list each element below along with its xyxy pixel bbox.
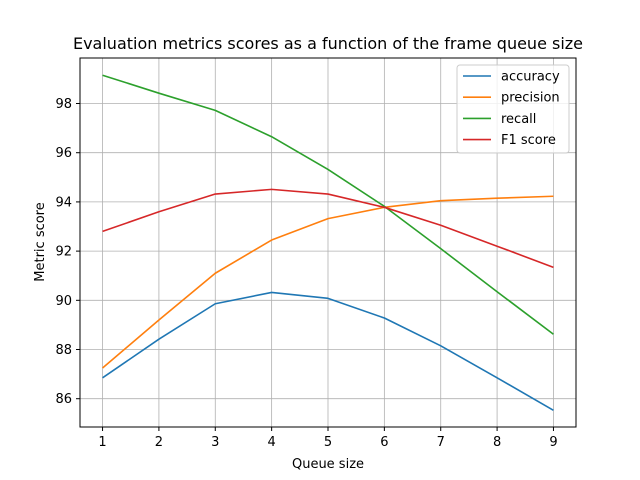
- y-tick-label: 98: [55, 97, 72, 112]
- series-line-recall: [102, 74, 554, 335]
- x-tick-label: 9: [549, 435, 557, 450]
- legend: accuracy precision recall F1 score: [456, 64, 570, 154]
- x-tick-label: 1: [98, 435, 106, 450]
- y-tick-label: 90: [55, 294, 72, 309]
- x-tick-label: 3: [211, 435, 219, 450]
- legend-frame: [456, 64, 570, 154]
- series-layer: [102, 74, 554, 411]
- y-tick-label: 88: [55, 343, 72, 358]
- x-tick-label: 6: [380, 435, 388, 450]
- legend-label-accuracy: accuracy: [501, 70, 560, 85]
- x-axis: 1 2 3 4 5 6 7 8 9: [98, 427, 558, 450]
- legend-label-precision: precision: [501, 91, 560, 106]
- legend-label-f1-score: F1 score: [501, 133, 556, 148]
- series-line-f1-score: [102, 188, 554, 269]
- y-tick-label: 86: [55, 392, 72, 407]
- x-axis-label: Queue size: [292, 457, 364, 472]
- y-axis: 86 88 90 92 94 96 98: [55, 97, 80, 407]
- series-line-precision: [102, 195, 554, 369]
- series-line-accuracy: [102, 291, 554, 411]
- x-tick-label: 4: [267, 435, 275, 450]
- legend-label-recall: recall: [501, 112, 536, 127]
- y-tick-label: 92: [55, 245, 72, 260]
- x-tick-label: 5: [324, 435, 332, 450]
- y-tick-label: 94: [55, 195, 72, 210]
- chart-title: Evaluation metrics scores as a function …: [73, 34, 583, 53]
- y-axis-label: Metric score: [33, 202, 48, 281]
- x-tick-label: 2: [155, 435, 163, 450]
- x-tick-label: 7: [437, 435, 445, 450]
- grid: [80, 58, 576, 427]
- y-tick-label: 96: [55, 146, 72, 161]
- x-tick-label: 8: [493, 435, 501, 450]
